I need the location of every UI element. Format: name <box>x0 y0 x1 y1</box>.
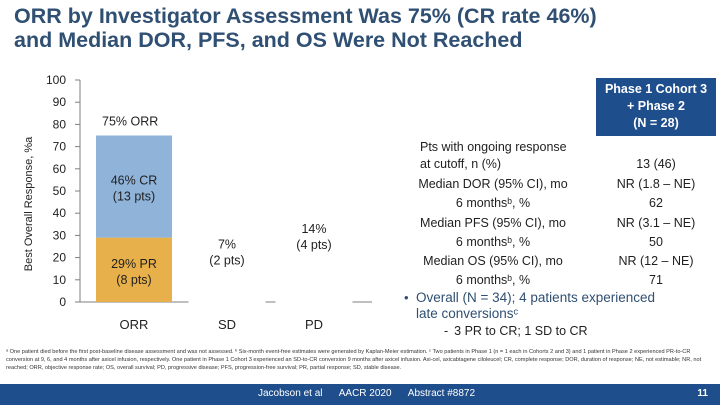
row-value: 13 (46) <box>636 157 676 171</box>
title-line-1: ORR by Investigator Assessment Was 75% (… <box>14 4 597 28</box>
data-label: (4 pts) <box>296 238 331 252</box>
x-axis-ticks: ORR SD PD <box>120 317 323 332</box>
table-row: at cutoff, n (%) 13 (46) <box>398 156 716 173</box>
bullet-dot-icon: • <box>404 290 409 305</box>
y-tick-label: 70 <box>53 140 67 154</box>
sub-bullet: -3 PR to CR; 1 SD to CR <box>404 323 720 339</box>
table-row: 6 monthsᵇ, % 71 <box>398 272 716 289</box>
footer-abstract: Abstract #8872 <box>407 388 476 399</box>
data-label: 7% <box>218 237 236 251</box>
row-value: 71 <box>649 273 663 287</box>
data-label: 29% PR <box>111 257 157 271</box>
row-label: 6 monthsᵇ, % <box>455 235 531 249</box>
x-tick-label: ORR <box>120 317 149 332</box>
data-label: (8 pts) <box>116 273 151 287</box>
bar-pd <box>275 270 353 303</box>
bullet-line-2: late conversionsᶜ <box>416 306 519 321</box>
bullet-line-1: Overall (N = 34); 4 patients experienced <box>416 290 655 305</box>
chart-bars: 29% PR (8 pts) 46% CR (13 pts) 75% ORR 7% (2 p… <box>96 115 353 303</box>
y-tick-label: 100 <box>46 73 66 87</box>
row-value: NR (12 – NE) <box>618 254 694 268</box>
table-header: Phase 1 Cohort 3 + Phase 2 (N = 28) <box>398 78 716 136</box>
y-tick-label: 30 <box>53 228 67 242</box>
table-row: 6 monthsᵇ, % 50 <box>398 234 716 251</box>
y-axis-label: Best Overall Response, %a <box>23 136 35 271</box>
bar-sd <box>188 285 266 303</box>
y-tick-label: 40 <box>53 206 67 220</box>
row-label: 6 monthsᵇ, % <box>455 196 531 210</box>
slide-title: ORR by Investigator Assessment Was 75% (… <box>14 4 654 52</box>
y-tick-label: 90 <box>53 95 67 109</box>
title-line-2: and Median DOR, PFS, and OS Were Not Rea… <box>14 28 523 52</box>
data-label: 14% <box>301 222 326 236</box>
header-line-2: + Phase 2 <box>626 99 686 113</box>
row-label: Median DOR (95% CI), mo <box>418 177 568 191</box>
y-tick-label: 80 <box>53 117 67 131</box>
row-label: Median PFS (95% CI), mo <box>420 216 566 230</box>
y-tick-label: 20 <box>53 251 67 265</box>
y-tick-label: 50 <box>53 184 67 198</box>
bullet-overall: • Overall (N = 34); 4 patients experienc… <box>404 290 720 322</box>
row-label: 6 monthsᵇ, % <box>455 273 531 287</box>
bar-orr-pr <box>96 237 172 302</box>
row-value: 62 <box>649 196 663 210</box>
summary-bullets: • Overall (N = 34); 4 patients experienc… <box>404 290 720 339</box>
footer-authors: Jacobson et al <box>258 388 323 399</box>
row-value: NR (3.1 – NE) <box>616 216 696 230</box>
citation: Jacobson et al AACR 2020 Abstract #8872 <box>258 388 489 399</box>
header-line-1: Phase 1 Cohort 3 <box>604 82 708 96</box>
footer-bar: Jacobson et al AACR 2020 Abstract #8872 … <box>0 384 720 405</box>
dash-icon: - <box>444 324 449 338</box>
table-row: Median PFS (95% CI), mo NR (3.1 – NE) <box>398 215 716 232</box>
page-number: 11 <box>697 388 708 399</box>
row-label: at cutoff, n (%) <box>420 157 502 171</box>
row-label: Median OS (95% CI), mo <box>423 254 563 268</box>
header-line-3: (N = 28) <box>633 116 679 130</box>
y-tick-label: 60 <box>53 162 67 176</box>
footnote: ᵃ One patient died before the first post… <box>6 349 702 371</box>
y-tick-label: 10 <box>53 273 67 287</box>
data-label: 46% CR <box>111 174 158 188</box>
row-label: Pts with ongoing response <box>420 140 567 154</box>
table-row: Pts with ongoing response <box>398 139 716 156</box>
data-label: (2 pts) <box>209 253 244 267</box>
footer-meeting: AACR 2020 <box>338 388 392 399</box>
orr-bar-chart: Best Overall Response, %a 0 10 20 30 40 50 60 7… <box>23 73 372 332</box>
y-tick-label: 0 <box>59 295 66 309</box>
sub-bullet-text: 3 PR to CR; 1 SD to CR <box>454 324 588 338</box>
row-value: NR (1.8 – NE) <box>616 177 696 191</box>
x-tick-label: SD <box>218 317 236 332</box>
y-axis-ticks: 0 10 20 30 40 50 60 70 80 90 100 <box>46 73 80 309</box>
x-tick-label: PD <box>305 317 323 332</box>
row-value: 50 <box>649 235 663 249</box>
table-header-cell: Phase 1 Cohort 3 + Phase 2 (N = 28) <box>596 78 716 136</box>
table-row: Median DOR (95% CI), mo NR (1.8 – NE) <box>398 176 716 193</box>
data-label: (13 pts) <box>113 190 155 204</box>
table-row: 6 monthsᵇ, % 62 <box>398 195 716 212</box>
bar-orr-cr <box>96 135 172 238</box>
orr-total-label: 75% ORR <box>102 115 158 129</box>
table-row: Median OS (95% CI), mo NR (12 – NE) <box>398 253 716 270</box>
